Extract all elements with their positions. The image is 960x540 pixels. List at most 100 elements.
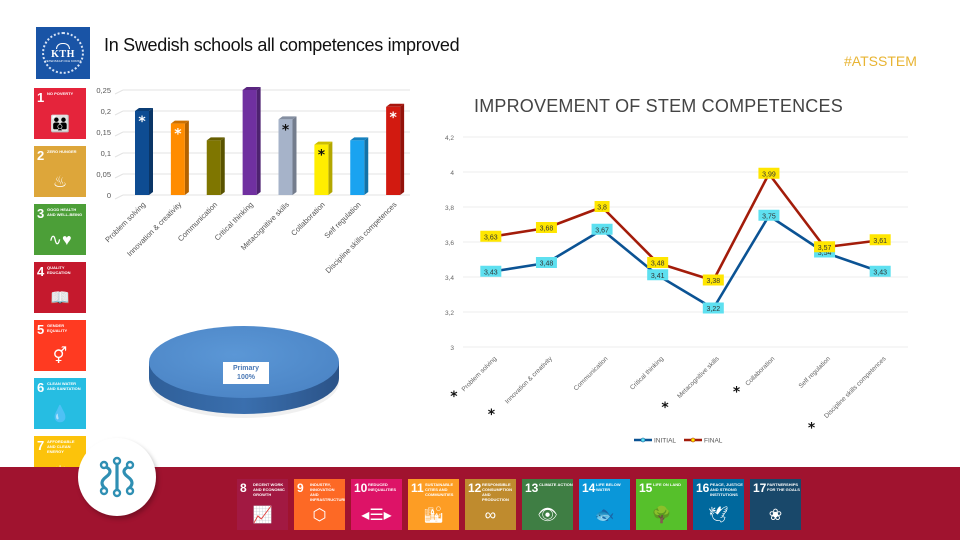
sdg-tile-8: 8 Decent work and economic growth 📈 [237, 479, 288, 530]
sdg-number: 14 [582, 481, 596, 495]
sdg-tile-17: 17 Partnerships for the goals ❀ [750, 479, 801, 530]
sdg-label: Sustainable cities and communities [425, 482, 454, 497]
sdg-left-column: 1 No poverty 👪 2 Zero hunger ♨ 3 Good health an… [34, 88, 86, 494]
bar-y-tick: 0,2 [101, 107, 111, 116]
legend-item-initial: INITIAL [654, 438, 676, 445]
sdg-number: 9 [297, 481, 304, 495]
sdg-tile-1: 1 No poverty 👪 [34, 88, 86, 139]
svg-text:3,54: 3,54 [818, 250, 832, 257]
svg-text:3,99: 3,99 [762, 171, 776, 178]
sdg-bottom-row: 8 Decent work and economic growth 📈 9 Indust… [237, 479, 801, 530]
line-y-tick: 3,4 [445, 275, 454, 282]
data-label-final: 3,61 [869, 234, 891, 246]
line-y-tick: 4,2 [445, 135, 454, 142]
bar-metacognitive-skills: * [278, 116, 297, 195]
sdg-label: No poverty [47, 91, 74, 96]
hashtag: #ATSSTEM [844, 53, 917, 69]
line-legend: INITIAL FINAL [634, 438, 723, 445]
svg-text:3,48: 3,48 [540, 261, 554, 268]
bar-y-tick: 0,1 [101, 149, 111, 158]
pie-data-label: Primary 100% [223, 362, 269, 384]
water-drop-icon: 💧 [50, 406, 70, 423]
sdg-number: 2 [37, 148, 45, 163]
sdg-label: Zero hunger [47, 149, 77, 154]
sdg-label: Good health and well-being [47, 207, 83, 217]
significance-asterisk-icon: * [138, 114, 146, 130]
sdg-number: 11 [411, 481, 424, 495]
svg-text:3,68: 3,68 [540, 226, 554, 233]
svg-text:3,43: 3,43 [873, 269, 887, 276]
sdg-label: Partnerships for the goals [767, 482, 800, 492]
city-icon: 🏙 [423, 507, 444, 524]
sdg-number: 15 [639, 481, 653, 495]
band-circle-badge [78, 438, 156, 516]
sdg-number: 17 [753, 481, 767, 495]
svg-text:3,57: 3,57 [818, 245, 832, 252]
sdg-number: 7 [37, 438, 45, 453]
line-x-label: Collaboration [744, 355, 776, 387]
svg-text:3,43: 3,43 [484, 269, 498, 276]
sdg-tile-11: 11 Sustainable cities and communities 🏙 [408, 479, 459, 530]
sdg-number: 12 [468, 481, 482, 495]
line-x-label: Self regulation [798, 355, 833, 390]
sdg-number: 5 [37, 322, 45, 337]
data-label-final: 3,99 [758, 167, 780, 179]
bar-y-tick: 0,05 [96, 170, 111, 179]
sdg-label: Clean water and sanitation [47, 381, 81, 391]
sdg-tile-2: 2 Zero hunger ♨ [34, 146, 86, 197]
kth-crown-seal-icon: KTH VETENSKAP OCH KONST [42, 32, 84, 74]
sdg-tile-12: 12 Responsible consumption and production… [465, 479, 516, 530]
significance-asterisk-icon: * [282, 122, 290, 138]
sdg-tile-15: 15 Life on land 🌳 [636, 479, 687, 530]
data-label-final: 3,48 [647, 257, 669, 268]
sdg-number: 8 [240, 481, 247, 495]
growth-chart-icon: 📈 [252, 507, 273, 524]
data-label-final: 3,57 [814, 241, 836, 253]
kth-logo-text: KTH [51, 49, 75, 60]
line-y-tick: 4 [450, 170, 454, 177]
pie-label-percent: 100% [237, 374, 255, 381]
significance-asterisk-icon: * [389, 110, 397, 126]
sdg-tile-3: 3 Good health and well-being ∿♥ [34, 204, 86, 255]
data-label-final: 3,68 [535, 222, 557, 233]
svg-text:3,41: 3,41 [651, 273, 665, 280]
cubes-icon: ⬡ [312, 507, 327, 524]
significance-asterisk-icon: * [488, 407, 496, 423]
family-icon: 👪 [50, 116, 70, 133]
line-x-label: Innovation & creativity [504, 355, 554, 405]
svg-text:3,22: 3,22 [707, 306, 721, 313]
line-y-tick: 3,6 [445, 240, 454, 247]
sdg-label: Life below water [596, 482, 621, 492]
heartbeat-icon: ∿♥ [48, 232, 72, 249]
sdg-tile-14: 14 Life below water 🐟 [579, 479, 630, 530]
sdg-label: Life on land [653, 482, 681, 487]
line-chart: 3 3,2 3,4 3,6 3,8 4 4,2 3,43 3,48 3,67 3,41 3,22 3,7… [445, 135, 908, 445]
svg-text:3,48: 3,48 [651, 261, 665, 268]
data-label-initial: 3,41 [647, 269, 669, 281]
bar-chart: 00,050,10,150,20,25*Problem solving*Inno… [96, 86, 410, 275]
significance-asterisk-icon: * [318, 148, 326, 164]
data-label-initial: 3,43 [480, 265, 502, 277]
sdg-number: 16 [696, 481, 710, 495]
pie-label-category: Primary [232, 365, 260, 372]
data-label-final: 3,8 [594, 201, 610, 212]
bowl-icon: ♨ [52, 174, 68, 191]
data-label-initial: 3,67 [591, 223, 613, 235]
data-label-final: 3,63 [480, 230, 502, 242]
svg-text:3,63: 3,63 [484, 234, 498, 241]
sdg-label: Industry, innovation and infrastructure [310, 482, 345, 502]
sdg-number: 13 [525, 481, 539, 495]
significance-asterisk-icon: * [808, 421, 816, 437]
equals-arrows-icon: ◂☰▸ [361, 507, 392, 524]
bar-innovation-creativity: * [170, 120, 189, 195]
data-label-initial: 3,48 [535, 257, 557, 268]
line-x-label: Critical thinking [629, 355, 665, 391]
line-y-tick: 3,8 [445, 205, 454, 212]
sdg-tile-16: 16 Peace, justice and strong institutions… [693, 479, 744, 530]
bar-y-tick: 0,15 [96, 128, 111, 137]
svg-text:3,38: 3,38 [707, 278, 721, 285]
svg-text:3,8: 3,8 [597, 205, 607, 212]
legend-item-final: FINAL [704, 438, 723, 445]
rings-icon: ❀ [768, 507, 783, 524]
sdg-label: Gender equality [47, 323, 68, 333]
